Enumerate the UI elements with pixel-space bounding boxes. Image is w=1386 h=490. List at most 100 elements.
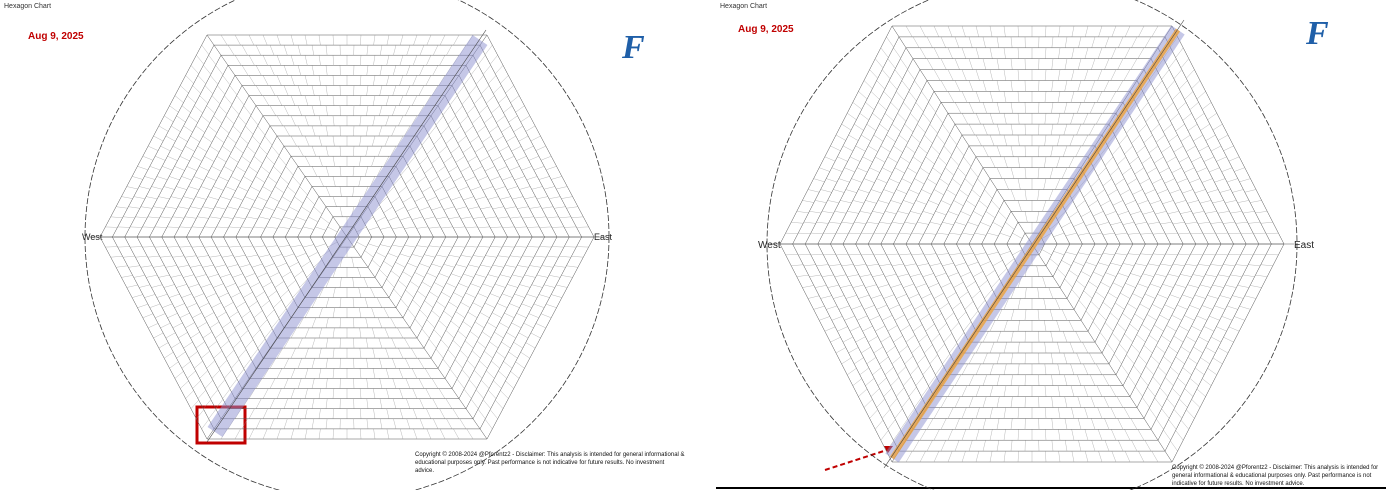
- cell-divider: [1073, 261, 1084, 266]
- cell-divider: [405, 85, 411, 96]
- cell-divider: [858, 189, 870, 194]
- cell-divider: [295, 253, 307, 258]
- cell-divider: [222, 389, 231, 399]
- cell-divider: [206, 176, 217, 181]
- cell-divider: [1175, 356, 1185, 365]
- cell-divider: [450, 196, 462, 201]
- cell-divider: [209, 255, 221, 258]
- cell-divider: [188, 351, 198, 359]
- cell-divider: [975, 25, 979, 37]
- cell-divider: [1209, 315, 1220, 321]
- cell-divider: [269, 378, 276, 389]
- cell-divider: [1161, 335, 1171, 343]
- cell-divider: [466, 359, 476, 369]
- cell-divider: [158, 274, 170, 278]
- cell-divider: [297, 358, 302, 369]
- cell-divider: [978, 280, 988, 288]
- cell-divider: [169, 361, 179, 369]
- cell-divider: [989, 113, 994, 125]
- cell-divider: [368, 243, 379, 248]
- cell-divider: [1234, 316, 1245, 321]
- cell-divider: [407, 262, 418, 268]
- cell-divider: [211, 369, 221, 379]
- cell-divider: [999, 232, 1011, 237]
- cell-divider: [989, 363, 994, 375]
- cell-divider: [946, 189, 957, 196]
- cell-divider: [835, 134, 846, 141]
- cell-divider: [1124, 47, 1131, 59]
- cell-divider: [493, 85, 502, 94]
- cell-divider: [453, 428, 460, 440]
- cell-divider: [243, 105, 252, 116]
- cell-divider: [1160, 263, 1173, 266]
- logo: F: [621, 29, 645, 66]
- cell-divider: [276, 262, 287, 268]
- cell-divider: [814, 285, 827, 288]
- cell-divider: [922, 365, 931, 375]
- cell-divider: [463, 389, 472, 399]
- cell-divider: [1109, 385, 1117, 397]
- cell-divider: [949, 343, 958, 354]
- cell-divider: [1234, 167, 1245, 172]
- cell-divider: [443, 156, 453, 164]
- cell-divider: [831, 167, 843, 172]
- cell-divider: [942, 124, 950, 135]
- cell-divider: [1124, 451, 1131, 463]
- cell-divider: [1140, 102, 1149, 112]
- cell-divider: [922, 113, 931, 123]
- cell-divider: [961, 451, 966, 463]
- cell-divider: [176, 284, 187, 288]
- cell-divider: [146, 196, 158, 199]
- cell-divider: [1182, 113, 1192, 121]
- cell-divider: [339, 146, 341, 157]
- cell-divider: [372, 115, 376, 126]
- cell-divider: [188, 115, 198, 123]
- cell-divider: [201, 350, 210, 359]
- cell-divider: [443, 264, 455, 268]
- cell-divider: [980, 222, 991, 227]
- cell-divider: [105, 226, 118, 228]
- cell-divider: [1003, 69, 1006, 81]
- cell-divider: [383, 261, 393, 268]
- cell-divider: [1114, 353, 1122, 364]
- cell-divider: [977, 299, 986, 310]
- cell-divider: [196, 55, 204, 65]
- cell-divider: [1237, 200, 1250, 203]
- cell-divider: [1055, 298, 1061, 310]
- cell-divider: [1110, 407, 1117, 419]
- cell-divider: [1084, 69, 1089, 81]
- date-label: Aug 9, 2025: [738, 24, 794, 35]
- cell-divider: [433, 135, 442, 145]
- cell-divider: [472, 302, 483, 308]
- hex-spoke: [891, 25, 1033, 245]
- cell-divider: [455, 206, 467, 210]
- cell-divider: [1097, 69, 1103, 81]
- cell-divider: [1230, 274, 1243, 277]
- cell-divider: [961, 363, 968, 375]
- cell-divider: [504, 312, 515, 318]
- cell-divider: [1105, 272, 1117, 277]
- cell-divider: [903, 102, 912, 112]
- cell-divider: [1184, 91, 1194, 100]
- cell-divider: [465, 246, 478, 248]
- cell-divider: [982, 145, 989, 157]
- cell-divider: [861, 134, 871, 142]
- cell-divider: [199, 166, 210, 172]
- cell-divider: [503, 361, 513, 369]
- cell-divider: [989, 91, 994, 103]
- cell-divider: [1157, 189, 1168, 194]
- cell-divider: [379, 196, 388, 205]
- cell-divider: [1200, 123, 1210, 131]
- cell-divider: [426, 34, 432, 46]
- cell-divider: [1051, 418, 1054, 430]
- cell-divider: [1177, 102, 1187, 111]
- cell-divider: [383, 206, 393, 213]
- cell-divider: [856, 315, 868, 321]
- cell-divider: [351, 257, 355, 268]
- cell-divider: [900, 156, 910, 164]
- cell-divider: [967, 222, 979, 226]
- cell-divider: [294, 196, 304, 204]
- cell-divider: [419, 156, 428, 165]
- cell-divider: [370, 176, 376, 187]
- cell-divider: [509, 216, 522, 219]
